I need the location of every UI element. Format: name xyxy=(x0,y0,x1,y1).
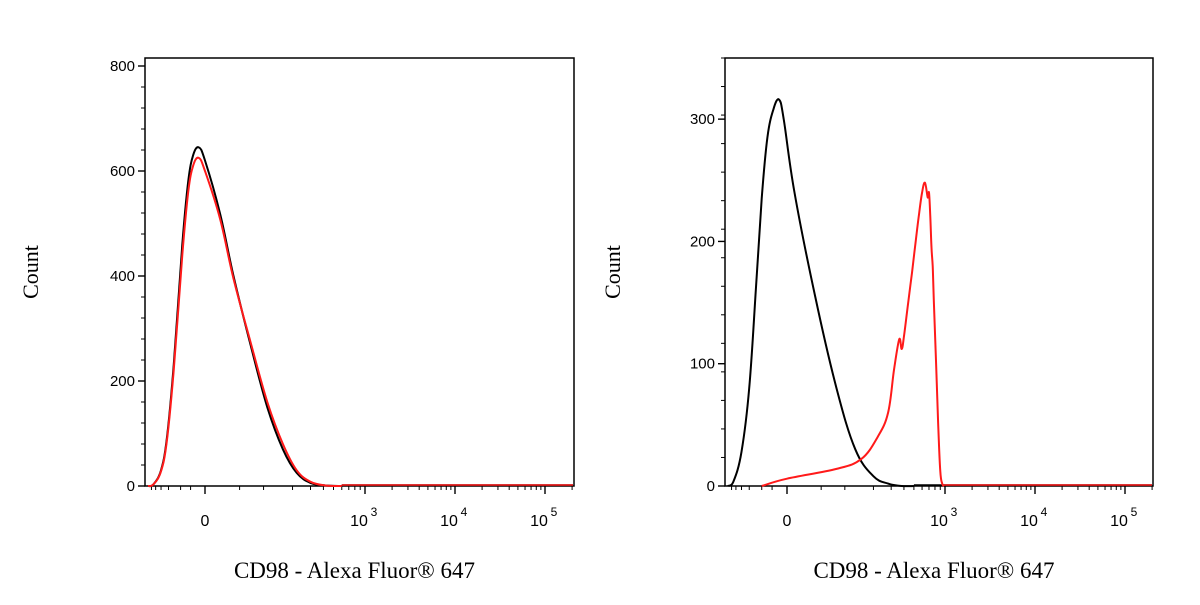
x-tick-label: 10 xyxy=(530,513,548,530)
y-axis-label: Count xyxy=(600,245,625,299)
x-tick-label-exponent: 4 xyxy=(1041,505,1048,519)
plot-frame xyxy=(724,57,1154,487)
histogram-series-sample xyxy=(761,181,945,487)
y-axis-label: Count xyxy=(18,245,43,299)
y-tick-label: 600 xyxy=(110,163,135,180)
plot-frame xyxy=(144,57,575,487)
x-tick-label-exponent: 4 xyxy=(461,505,468,519)
y-tick-label: 100 xyxy=(690,356,715,373)
x-tick-label: 0 xyxy=(783,513,792,530)
histogram-series-control xyxy=(727,98,914,488)
x-tick-label: 0 xyxy=(201,513,210,530)
y-tick-label: 200 xyxy=(690,233,715,250)
x-tick-label: 10 xyxy=(1020,513,1038,530)
y-tick-label: 300 xyxy=(690,111,715,128)
x-tick-label: 10 xyxy=(1110,513,1128,530)
y-tick-label: 800 xyxy=(110,58,135,75)
y-tick-label: 400 xyxy=(110,268,135,285)
x-tick-label-exponent: 5 xyxy=(1131,505,1138,519)
histogram-series-sample xyxy=(147,156,342,488)
x-tick-label-exponent: 3 xyxy=(951,505,958,519)
y-tick-label: 200 xyxy=(110,373,135,390)
x-tick-label: 10 xyxy=(440,513,458,530)
x-tick-label: 10 xyxy=(930,513,948,530)
x-tick-label-exponent: 3 xyxy=(371,505,378,519)
x-axis-label: CD98 - Alexa Fluor® 647 xyxy=(234,558,475,583)
x-tick-label: 10 xyxy=(350,513,368,530)
y-tick-label: 0 xyxy=(127,478,135,495)
y-tick-label: 0 xyxy=(707,478,715,495)
x-tick-label-exponent: 5 xyxy=(551,505,558,519)
x-axis-label: CD98 - Alexa Fluor® 647 xyxy=(813,558,1054,583)
